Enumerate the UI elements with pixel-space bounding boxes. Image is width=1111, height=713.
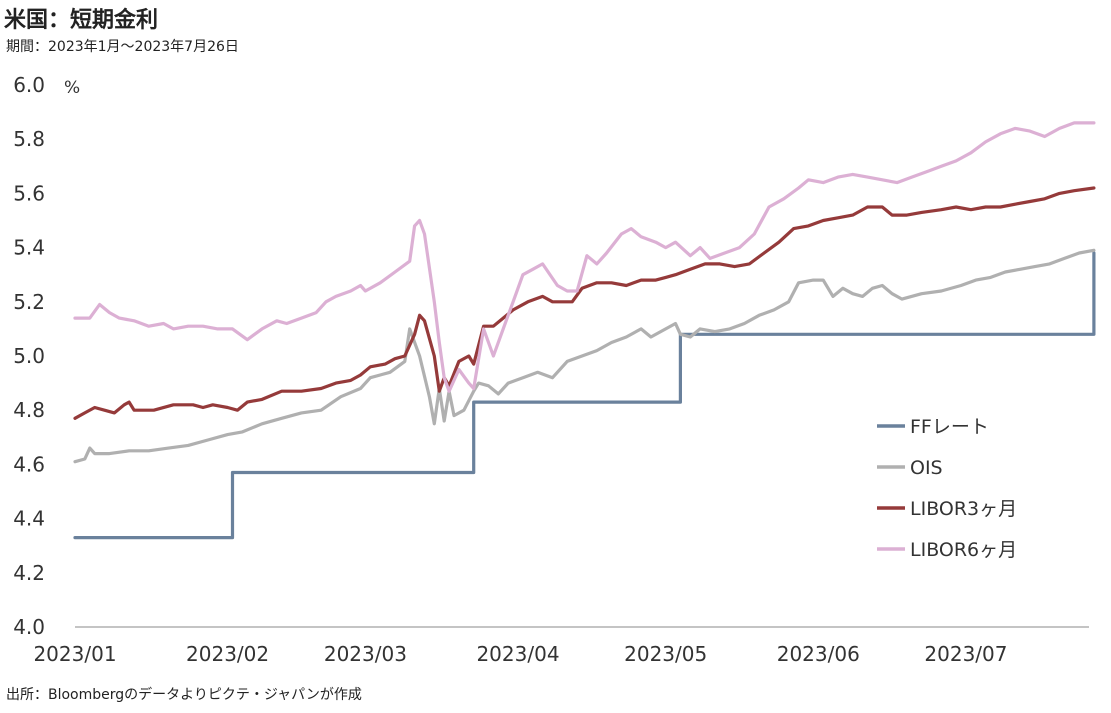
x-tick-label: 2023/06 [777, 642, 860, 666]
legend-label: OIS [910, 457, 943, 479]
chart-title: 米国：短期金利 [4, 8, 159, 33]
source-note: 出所：Bloombergのデータよりピクテ・ジャパンが作成 [6, 687, 362, 703]
chart-subtitle: 期間：2023年1月～2023年7月26日 [6, 39, 239, 55]
x-tick-label: 2023/02 [186, 642, 269, 666]
legend-label: LIBOR3ヶ月 [910, 498, 1017, 520]
legend-label: LIBOR6ヶ月 [910, 539, 1017, 561]
x-axis: 2023/01 2023/02 2023/03 2023/04 2023/05 2023/… [33, 626, 1089, 666]
x-tick-label: 2023/03 [324, 642, 407, 666]
y-tick-label: 4.8 [13, 398, 45, 422]
y-tick-label: 6.0 [13, 73, 45, 97]
series-line [73, 121, 1096, 393]
line-chart: 4.0 4.2 4.4 4.6 4.8 5.0 5.2 5.4 5.6 5.8 6.0% 2023/… [13, 73, 1096, 666]
y-axis-unit: % [64, 78, 80, 98]
y-tick-label: 4.4 [13, 507, 45, 531]
series-layer [73, 121, 1096, 540]
y-tick-label: 5.6 [13, 181, 45, 205]
legend-label: FFレート [910, 416, 989, 438]
x-tick-label: 2023/05 [624, 642, 707, 666]
series-line [73, 251, 1096, 540]
y-tick-label: 4.6 [13, 452, 45, 476]
y-tick-label: 5.8 [13, 127, 45, 151]
x-tick-label: 2023/07 [924, 642, 1007, 666]
y-tick-label: 5.0 [13, 344, 45, 368]
series-line [73, 186, 1096, 420]
series-line [73, 248, 1096, 464]
x-tick-label: 2023/04 [476, 642, 559, 666]
y-tick-label: 4.0 [13, 615, 45, 639]
y-tick-label: 5.2 [13, 290, 45, 314]
legend: FFレート OIS LIBOR3ヶ月 LIBOR6ヶ月 [877, 416, 1017, 561]
y-tick-label: 5.4 [13, 236, 45, 260]
y-tick-label: 4.2 [13, 561, 45, 585]
y-axis: 4.0 4.2 4.4 4.6 4.8 5.0 5.2 5.4 5.6 5.8 6.0% [13, 73, 80, 639]
x-tick-label: 2023/01 [33, 642, 116, 666]
